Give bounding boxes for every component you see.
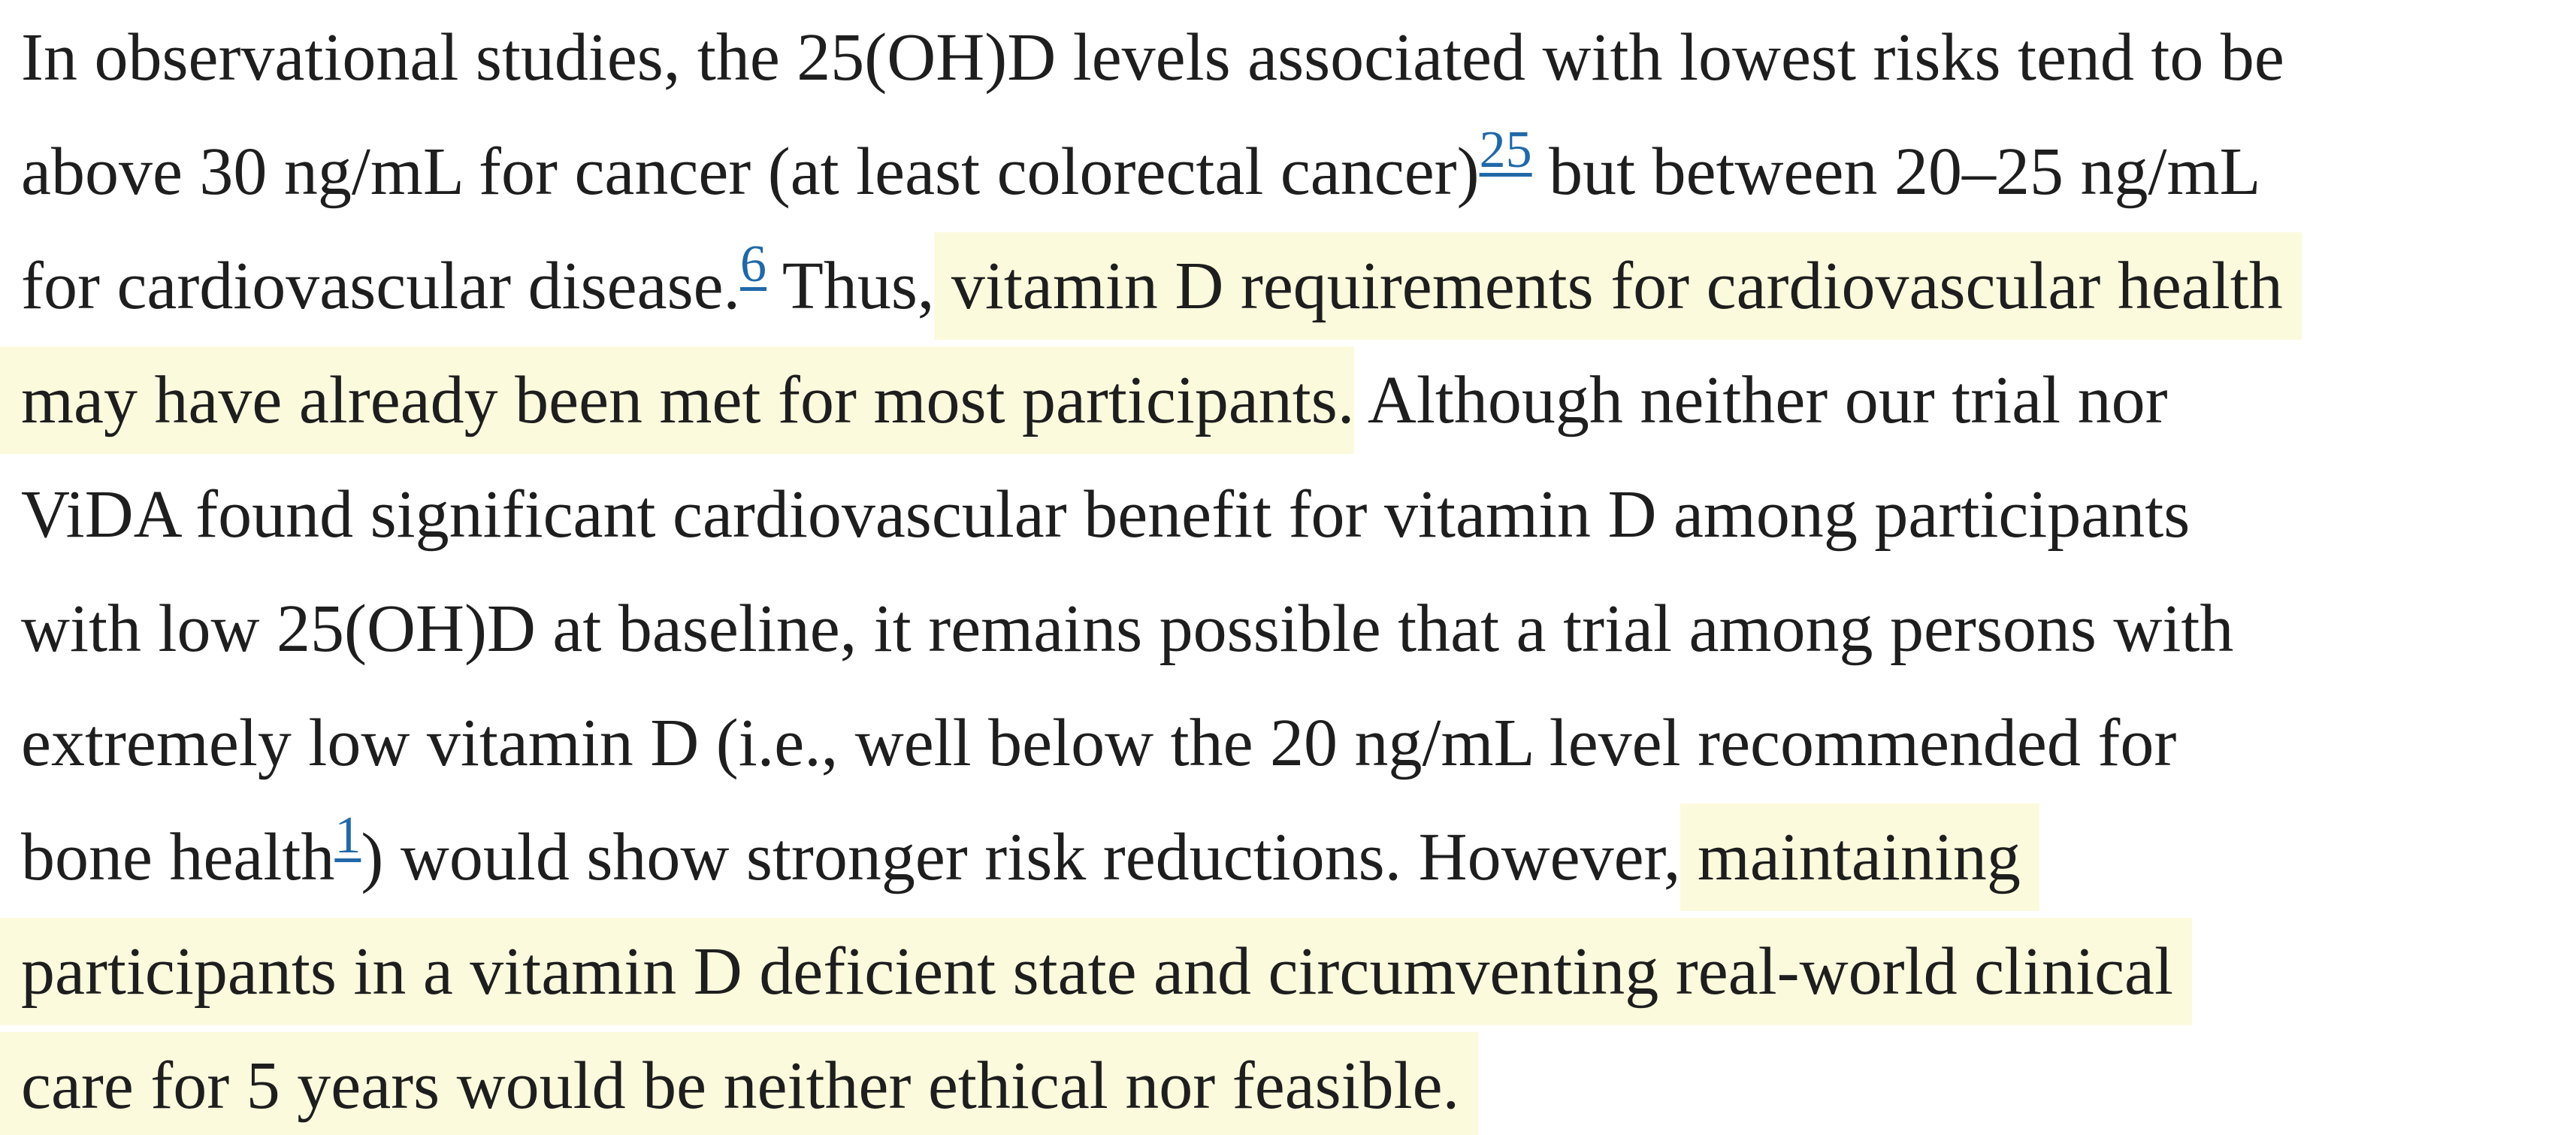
body-text: but between 20–25 ng/mL [1531,135,2261,209]
text-line-1: In observational studies, the 25(OH)D le… [21,1,2576,115]
body-text: In observational studies, the 25(OH)D le… [21,20,2284,95]
citation-link-6[interactable]: 6 [740,235,767,293]
highlighted-text: may have already been met for most parti… [0,347,1355,454]
body-text: bone health [21,820,335,894]
text-line-6: with low 25(OH)D at baseline, it remains… [21,572,2576,686]
text-line-7: extremely low vitamin D (i.e., well belo… [21,686,2576,801]
highlighted-text: vitamin D requirements for cardiovascula… [934,232,2302,340]
body-text: Thus, [766,249,935,323]
body-text: extremely low vitamin D (i.e., well belo… [21,706,2177,780]
body-text: Although neither our trial nor [1354,363,2168,437]
text-line-9: participants in a vitamin D deficient st… [0,915,2576,1029]
body-text: above 30 ng/mL for cancer (at least colo… [21,135,1480,209]
citation-link-1[interactable]: 1 [334,807,361,864]
highlighted-text: maintaining [1680,804,2040,911]
body-text: with low 25(OH)D at baseline, it remains… [21,592,2234,666]
text-line-4: may have already been met for most parti… [0,344,2576,458]
text-line-5: ViDA found significant cardiovascular be… [21,458,2576,572]
body-text: for cardiovascular disease. [21,249,741,323]
text-line-2: above 30 ng/mL for cancer (at least colo… [21,115,2576,229]
citation-link-25[interactable]: 25 [1479,121,1532,179]
text-line-10: care for 5 years would be neither ethica… [0,1029,2576,1135]
text-line-8: bone health1) would show stronger risk r… [21,801,2576,915]
highlighted-text: care for 5 years would be neither ethica… [0,1032,1479,1135]
body-text: ViDA found significant cardiovascular be… [21,477,2191,552]
body-text: ) would show stronger risk reductions. H… [361,820,1681,894]
highlighted-text: participants in a vitamin D deficient st… [0,918,2193,1025]
text-line-3: for cardiovascular disease.6 Thus, vitam… [21,229,2576,344]
